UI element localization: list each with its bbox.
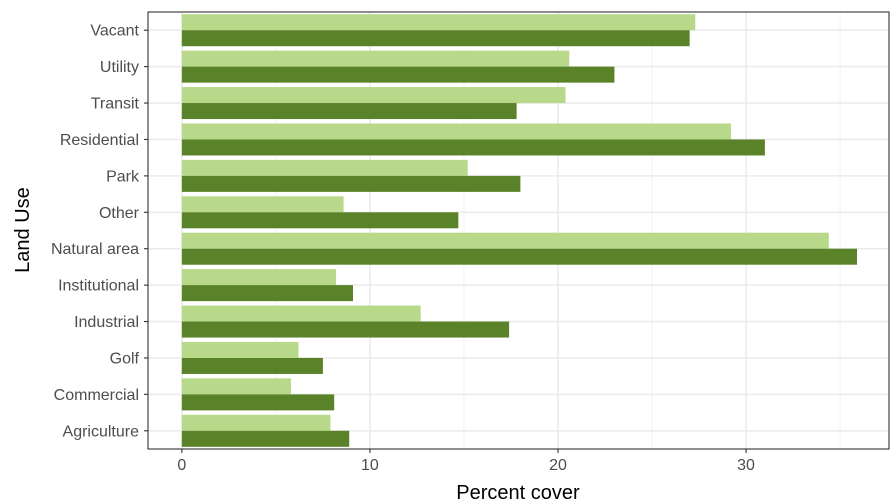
bar-commercial-series-2 [181, 394, 335, 411]
y-tick-label: Institutional [58, 278, 139, 295]
bar-institutional-series-1 [181, 269, 337, 286]
bar-utility-series-2 [181, 66, 615, 83]
bar-other-series-1 [181, 196, 344, 213]
bar-utility-series-1 [181, 50, 570, 67]
bars [181, 14, 858, 447]
bar-agriculture-series-2 [181, 430, 350, 447]
bar-agriculture-series-1 [181, 414, 331, 431]
bar-residential-series-1 [181, 123, 732, 140]
y-tick-label: Commercial [54, 387, 139, 404]
y-tick-label: Park [106, 168, 140, 185]
bar-transit-series-2 [181, 103, 517, 120]
x-axis-title: Percent cover [456, 482, 580, 503]
y-tick-label: Other [99, 205, 140, 222]
axes: Vacant Utility Transit Residential Park Other… [51, 23, 755, 474]
x-tick-label: 0 [177, 457, 186, 474]
panel-border [147, 11, 890, 450]
y-tick-label: Golf [110, 350, 140, 367]
bar-industrial-series-1 [181, 305, 421, 322]
panel-background [148, 12, 889, 449]
bar-industrial-series-2 [181, 321, 510, 338]
bar-park-series-2 [181, 175, 521, 192]
y-tick-label: Natural area [51, 241, 139, 258]
bar-natural-area-series-1 [181, 232, 829, 249]
bar-vacant-series-1 [181, 14, 696, 31]
bar-commercial-series-1 [181, 378, 291, 395]
y-tick-label: Transit [91, 96, 140, 113]
bar-golf-series-1 [181, 341, 299, 358]
y-tick-label: Industrial [74, 314, 139, 331]
y-tick-label: Utility [100, 59, 139, 76]
bar-vacant-series-2 [181, 30, 690, 47]
x-tick-label: 30 [737, 457, 755, 474]
bar-golf-series-2 [181, 357, 323, 374]
bar-park-series-1 [181, 159, 468, 176]
y-tick-label: Residential [60, 132, 139, 149]
bar-residential-series-2 [181, 139, 765, 156]
y-tick-label: Agriculture [63, 423, 140, 440]
bar-transit-series-1 [181, 87, 566, 104]
x-tick-label: 20 [549, 457, 567, 474]
bar-other-series-2 [181, 212, 459, 229]
y-axis-title: Land Use [12, 187, 34, 273]
bar-institutional-series-2 [181, 285, 353, 302]
bar-natural-area-series-2 [181, 248, 858, 265]
x-tick-label: 10 [361, 457, 379, 474]
y-tick-label: Vacant [90, 23, 139, 40]
